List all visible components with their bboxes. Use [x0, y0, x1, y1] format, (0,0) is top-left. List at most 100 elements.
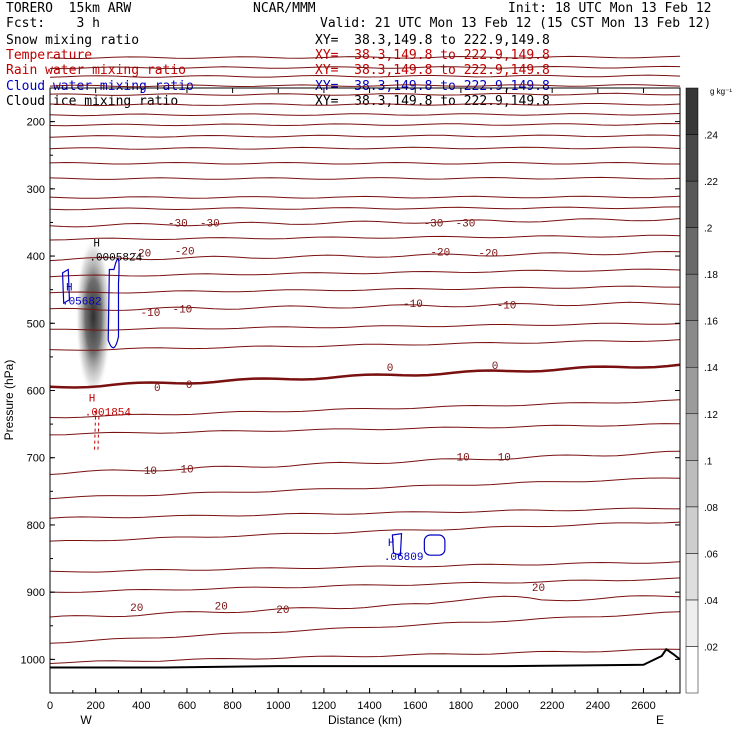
colorbar-segment — [685, 553, 699, 601]
y-tick-label: 500 — [27, 318, 45, 330]
isotherm--20 — [49, 250, 681, 262]
field-xy-cloud-water: XY= 38.3,149.8 to 222.9,149.8 — [315, 79, 550, 94]
isotherm-label: 10 — [180, 464, 193, 476]
x-tick-label: 1200 — [312, 700, 336, 712]
colorbar-segment — [685, 180, 699, 228]
colorbar-label: .24 — [704, 131, 718, 142]
plot-frame — [49, 87, 681, 694]
isotherm-label: -10 — [497, 300, 517, 312]
colorbar-label: .06 — [704, 549, 718, 560]
model-title: TORERO 15km ARW — [6, 1, 132, 16]
colorbar-unit: g kg⁻¹ — [710, 87, 732, 96]
colorbar-label: .18 — [704, 270, 718, 281]
field-name-temperature: Temperature — [6, 48, 93, 63]
colorbar-segment — [685, 87, 699, 135]
temperature-contour-line — [49, 206, 681, 211]
isotherm-label: 20 — [130, 603, 143, 615]
x-tick-label: 200 — [86, 700, 104, 712]
init-time: Init: 18 UTC Mon 13 Feb 12 — [508, 1, 712, 16]
isotherm--10 — [49, 301, 681, 311]
temperature-contour-line — [49, 195, 681, 199]
x-axis-label: Distance (km) — [328, 713, 402, 727]
y-axis-label: Pressure (hPa) — [2, 360, 16, 441]
cloud-water-contour — [61, 268, 71, 305]
isotherm-label: -10 — [403, 299, 423, 311]
colorbar-segment — [685, 134, 699, 182]
y-tick-label: 400 — [27, 251, 45, 263]
field-xy-temperature: XY= 38.3,149.8 to 222.9,149.8 — [315, 48, 550, 63]
temperature-contour-line — [49, 176, 681, 180]
colorbar-label: .12 — [704, 410, 718, 421]
isotherm-label: 0 — [154, 383, 161, 395]
x-tick-label: 2200 — [540, 700, 564, 712]
isotherm-label: 0 — [387, 363, 394, 375]
temperature-contour-line — [49, 339, 681, 351]
maximum-marker: H — [89, 393, 96, 405]
colorbar-label: .08 — [704, 503, 718, 514]
maximum-value: .06809 — [384, 552, 424, 564]
isotherm--30 — [49, 218, 681, 228]
x-tick-label: 0 — [47, 700, 53, 712]
isotherm-label: -30 — [456, 218, 476, 230]
colorbar-segment — [685, 646, 699, 694]
isotherm-label: 20 — [276, 605, 289, 617]
colorbar-segment — [685, 366, 699, 415]
rain-water-contour — [94, 410, 100, 452]
x-tick-label: 600 — [178, 700, 196, 712]
org-label: NCAR/MMM — [253, 1, 316, 16]
y-tick-label: 900 — [27, 587, 45, 599]
x-tick-label: 2000 — [494, 700, 518, 712]
cloud-water-contour — [423, 534, 446, 556]
terrain-surface — [50, 647, 681, 669]
x-tick-label: 1800 — [449, 700, 473, 712]
isotherm-label: 0 — [492, 361, 499, 373]
maximum-value: .001854 — [85, 407, 132, 419]
isotherm-label: 20 — [532, 583, 545, 595]
forecast-hour: Fcst: 3 h — [6, 16, 100, 31]
colorbar-label: .02 — [704, 642, 718, 653]
temperature-contour-line — [49, 648, 681, 664]
temperature-contour-line — [49, 285, 680, 294]
maximum-marker: H — [93, 239, 100, 251]
temperature-contour-line — [49, 134, 681, 138]
isotherm-label: 10 — [498, 452, 511, 464]
maximum-marker: H — [66, 282, 73, 294]
temperature-contour-line — [49, 92, 681, 96]
snow-mixing-ratio-shading — [75, 235, 112, 398]
temperature-contour-line — [49, 423, 681, 436]
colorbar-label: .2 — [704, 224, 713, 235]
colorbar-segment — [685, 227, 699, 275]
isotherm-20 — [49, 595, 681, 618]
y-tick-label: 200 — [27, 117, 45, 129]
isotherm-label: 20 — [215, 602, 228, 614]
isotherm-10 — [49, 450, 681, 475]
field-xy-snow: XY= 38.3,149.8 to 222.9,149.8 — [315, 33, 550, 48]
cloud-water-contour — [391, 532, 403, 556]
x-tick-label: 400 — [132, 700, 150, 712]
colorbar-segment — [685, 599, 699, 647]
isotherm-label: 10 — [144, 466, 157, 478]
isotherm-label: -20 — [175, 247, 195, 259]
colorbar-segment — [685, 413, 699, 461]
isotherm-label: -30 — [168, 218, 188, 230]
y-tick-label: 300 — [27, 184, 45, 196]
y-tick-label: 1000 — [21, 654, 45, 666]
temperature-contour-line — [49, 103, 681, 107]
temperature-contour-line — [49, 74, 681, 78]
colorbar-segment — [685, 460, 699, 508]
isotherm-label: -20 — [430, 247, 450, 259]
y-tick-label: 600 — [27, 386, 45, 398]
colorbar-label: .22 — [704, 177, 718, 188]
x-tick-label: 1600 — [403, 700, 427, 712]
maximum-value: .05682 — [62, 296, 102, 308]
maximum-value: .0005824 — [89, 253, 142, 265]
x-tick-label: 2600 — [631, 700, 655, 712]
isotherm-label: 0 — [186, 380, 193, 392]
isotherm-label: 10 — [457, 452, 470, 464]
y-tick-label: 700 — [27, 453, 45, 465]
colorbar-label: .16 — [704, 317, 718, 328]
temperature-contour-line — [49, 122, 681, 127]
colorbar-segment — [685, 506, 699, 554]
temperature-contour-line — [49, 65, 681, 70]
